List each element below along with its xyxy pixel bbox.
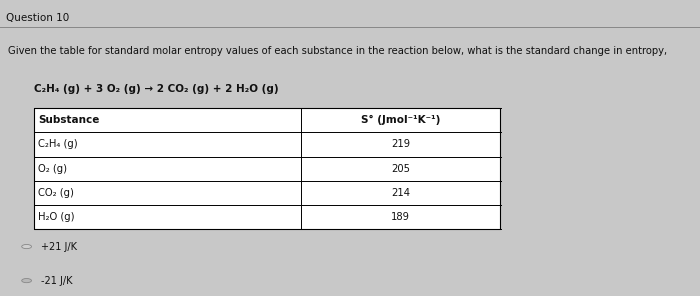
Text: CO₂ (g): CO₂ (g) <box>38 188 74 198</box>
Text: O₂ (g): O₂ (g) <box>38 164 67 174</box>
Text: Given the table for standard molar entropy values of each substance in the react: Given the table for standard molar entro… <box>8 46 668 56</box>
Bar <box>34 108 500 229</box>
Text: C₂H₄ (g) + 3 O₂ (g) → 2 CO₂ (g) + 2 H₂O (g): C₂H₄ (g) + 3 O₂ (g) → 2 CO₂ (g) + 2 H₂O … <box>34 84 278 94</box>
Circle shape <box>22 244 32 249</box>
Text: 214: 214 <box>391 188 410 198</box>
Text: Question 10: Question 10 <box>6 13 69 23</box>
Text: S° (Jmol⁻¹K⁻¹): S° (Jmol⁻¹K⁻¹) <box>361 115 440 125</box>
Text: H₂O (g): H₂O (g) <box>38 212 75 222</box>
Text: 189: 189 <box>391 212 410 222</box>
Text: 205: 205 <box>391 164 410 174</box>
Text: Substance: Substance <box>38 115 100 125</box>
Text: +21 J/K: +21 J/K <box>41 242 76 252</box>
Text: -21 J/K: -21 J/K <box>41 276 72 286</box>
Circle shape <box>22 279 32 283</box>
Text: C₂H₄ (g): C₂H₄ (g) <box>38 139 78 149</box>
Text: 219: 219 <box>391 139 410 149</box>
